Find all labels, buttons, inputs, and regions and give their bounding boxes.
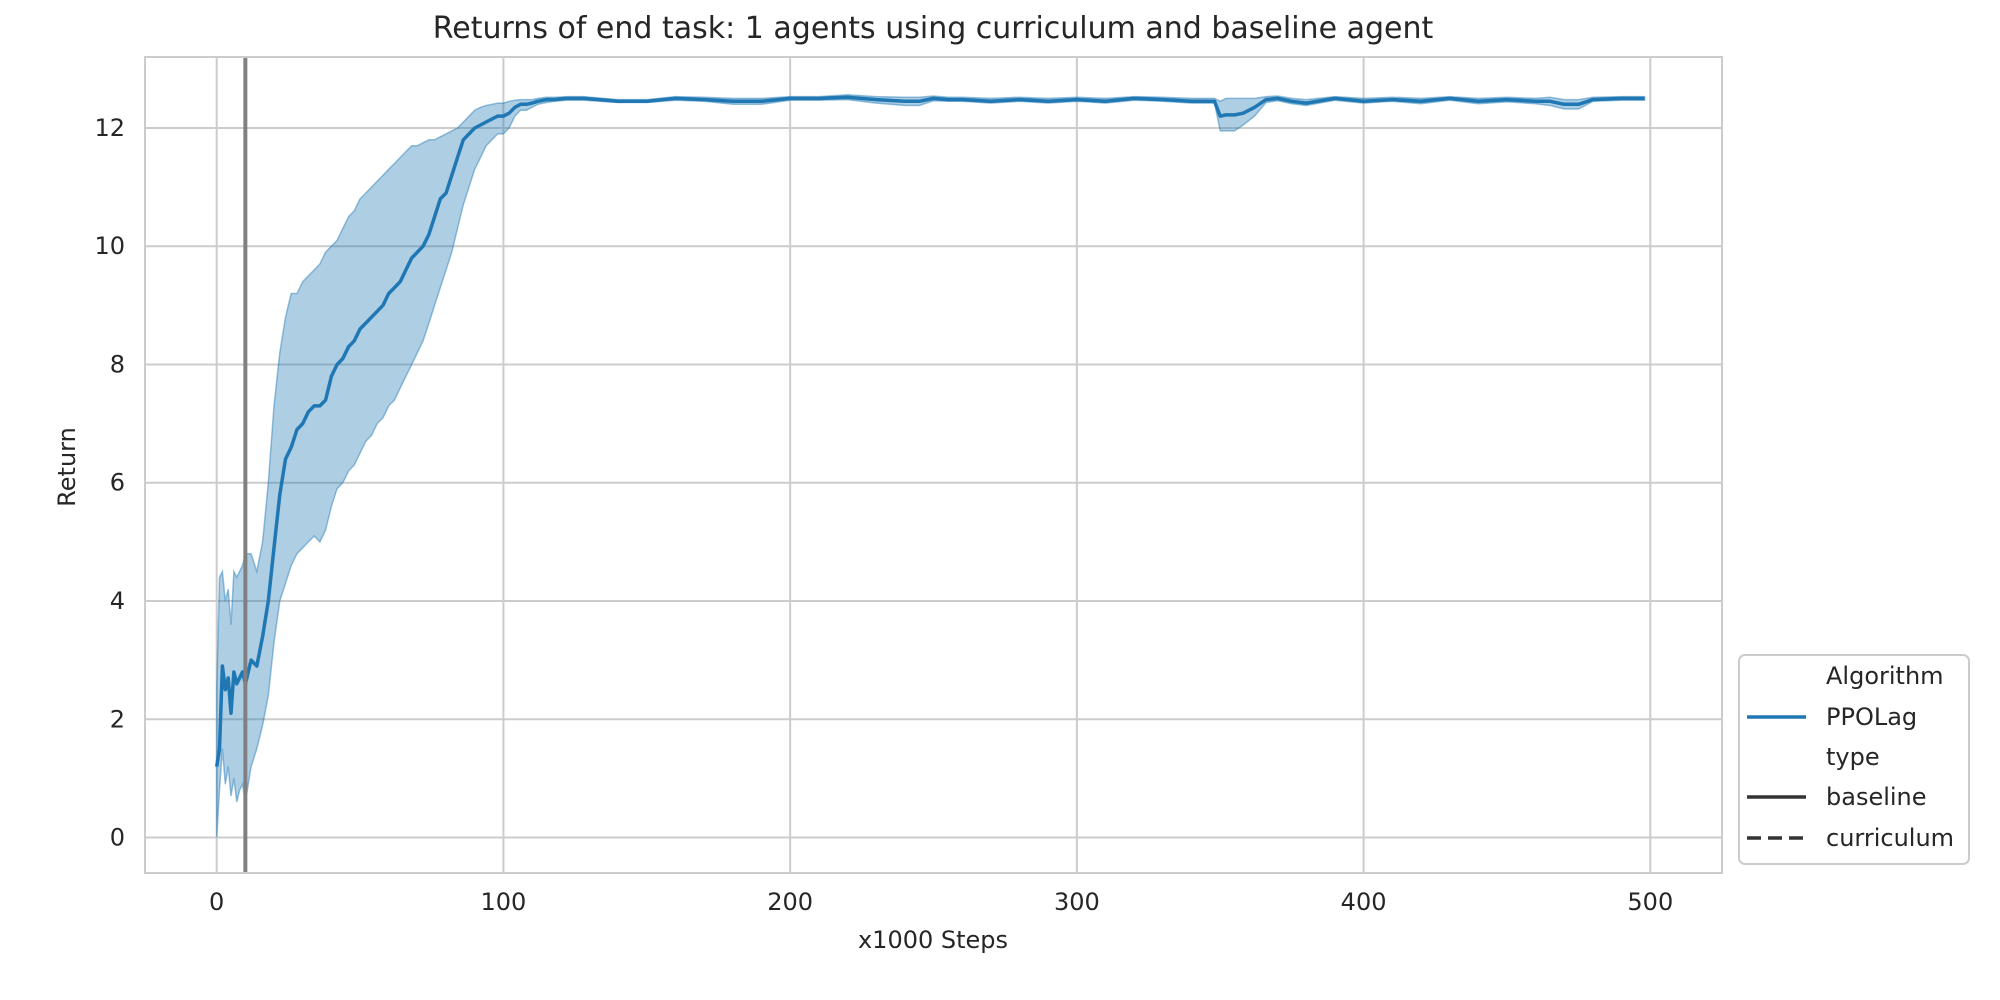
x-tick-label: 500: [1627, 888, 1673, 916]
legend: Algorithm PPOLag type baseline curriculum: [1738, 654, 1970, 865]
tick-labels: 0 100 200 300 400 500 0 2 4 6 8 10 12: [94, 114, 1673, 916]
y-tick-label: 8: [110, 350, 125, 378]
x-tick-label: 100: [481, 888, 527, 916]
legend-label: type: [1826, 743, 1880, 771]
legend-box: [1738, 654, 1970, 865]
legend-label: PPOLag: [1826, 703, 1917, 731]
y-tick-label: 0: [110, 824, 125, 852]
x-tick-label: 400: [1341, 888, 1387, 916]
confidence-band-ppolag: [215, 94, 1646, 838]
series-line-ppolag: [214, 95, 1645, 767]
y-tick-label: 4: [110, 587, 125, 615]
x-axis-title: x1000 Steps: [858, 926, 1008, 954]
series-layer: [214, 57, 1645, 873]
chart-title: Returns of end task: 1 agents using curr…: [433, 11, 1434, 46]
grid: [145, 57, 1722, 873]
y-tick-label: 12: [94, 114, 125, 142]
y-tick-label: 10: [94, 232, 125, 260]
legend-label: Algorithm: [1826, 662, 1944, 690]
y-tick-label: 2: [110, 705, 125, 733]
x-tick-label: 200: [767, 888, 813, 916]
x-tick-label: 300: [1054, 888, 1100, 916]
legend-label: curriculum: [1826, 824, 1954, 852]
x-tick-label: 0: [209, 888, 224, 916]
plot-frame: [144, 56, 1723, 874]
confidence-band-layer: [215, 94, 1646, 838]
y-tick-label: 6: [110, 469, 125, 497]
y-axis-title: Return: [53, 427, 81, 507]
legend-label: baseline: [1826, 783, 1927, 811]
